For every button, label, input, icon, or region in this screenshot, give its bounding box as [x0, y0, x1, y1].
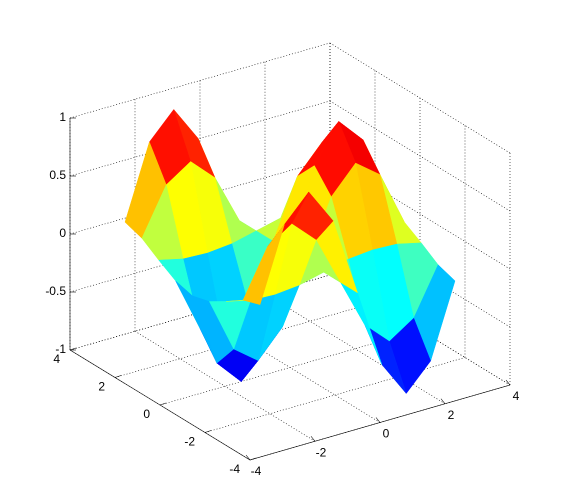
tick-mark: [204, 430, 212, 433]
tick-mark: [245, 454, 251, 461]
z-tick-label: 1: [59, 110, 66, 124]
grid-line: [329, 100, 511, 212]
x-tick-label: -4: [251, 464, 262, 478]
y-tick-label: 2: [98, 380, 105, 394]
z-tick-label: -0.5: [45, 284, 66, 298]
y-tick-label: 4: [53, 352, 60, 366]
z-tick-label: 0: [59, 226, 66, 240]
y-tick-label: 0: [143, 407, 150, 421]
x-tick-label: -2: [316, 445, 327, 459]
grid-line: [329, 158, 511, 270]
y-tick-label: -4: [229, 462, 240, 476]
tick-mark: [440, 398, 446, 404]
grid-line: [264, 293, 446, 405]
z-tick-label: -1: [55, 342, 66, 356]
grid-line: [134, 330, 316, 442]
tick-mark: [375, 417, 381, 423]
tick-mark: [249, 457, 257, 461]
tick-mark: [310, 436, 316, 442]
tick-mark: [114, 375, 122, 378]
grid-line: [69, 100, 331, 177]
surface-patch: [242, 224, 285, 305]
tick-mark: [159, 402, 167, 406]
y-tick-label: -2: [184, 435, 195, 449]
tick-mark: [69, 347, 77, 351]
tick-mark: [505, 379, 511, 386]
z-tick-label: 0.5: [49, 168, 66, 182]
x-tick-label: 2: [448, 408, 455, 422]
x-tick-label: 0: [383, 427, 390, 441]
grid-line: [329, 42, 511, 154]
x-tick-label: 4: [513, 389, 520, 403]
grid-line: [69, 42, 331, 119]
